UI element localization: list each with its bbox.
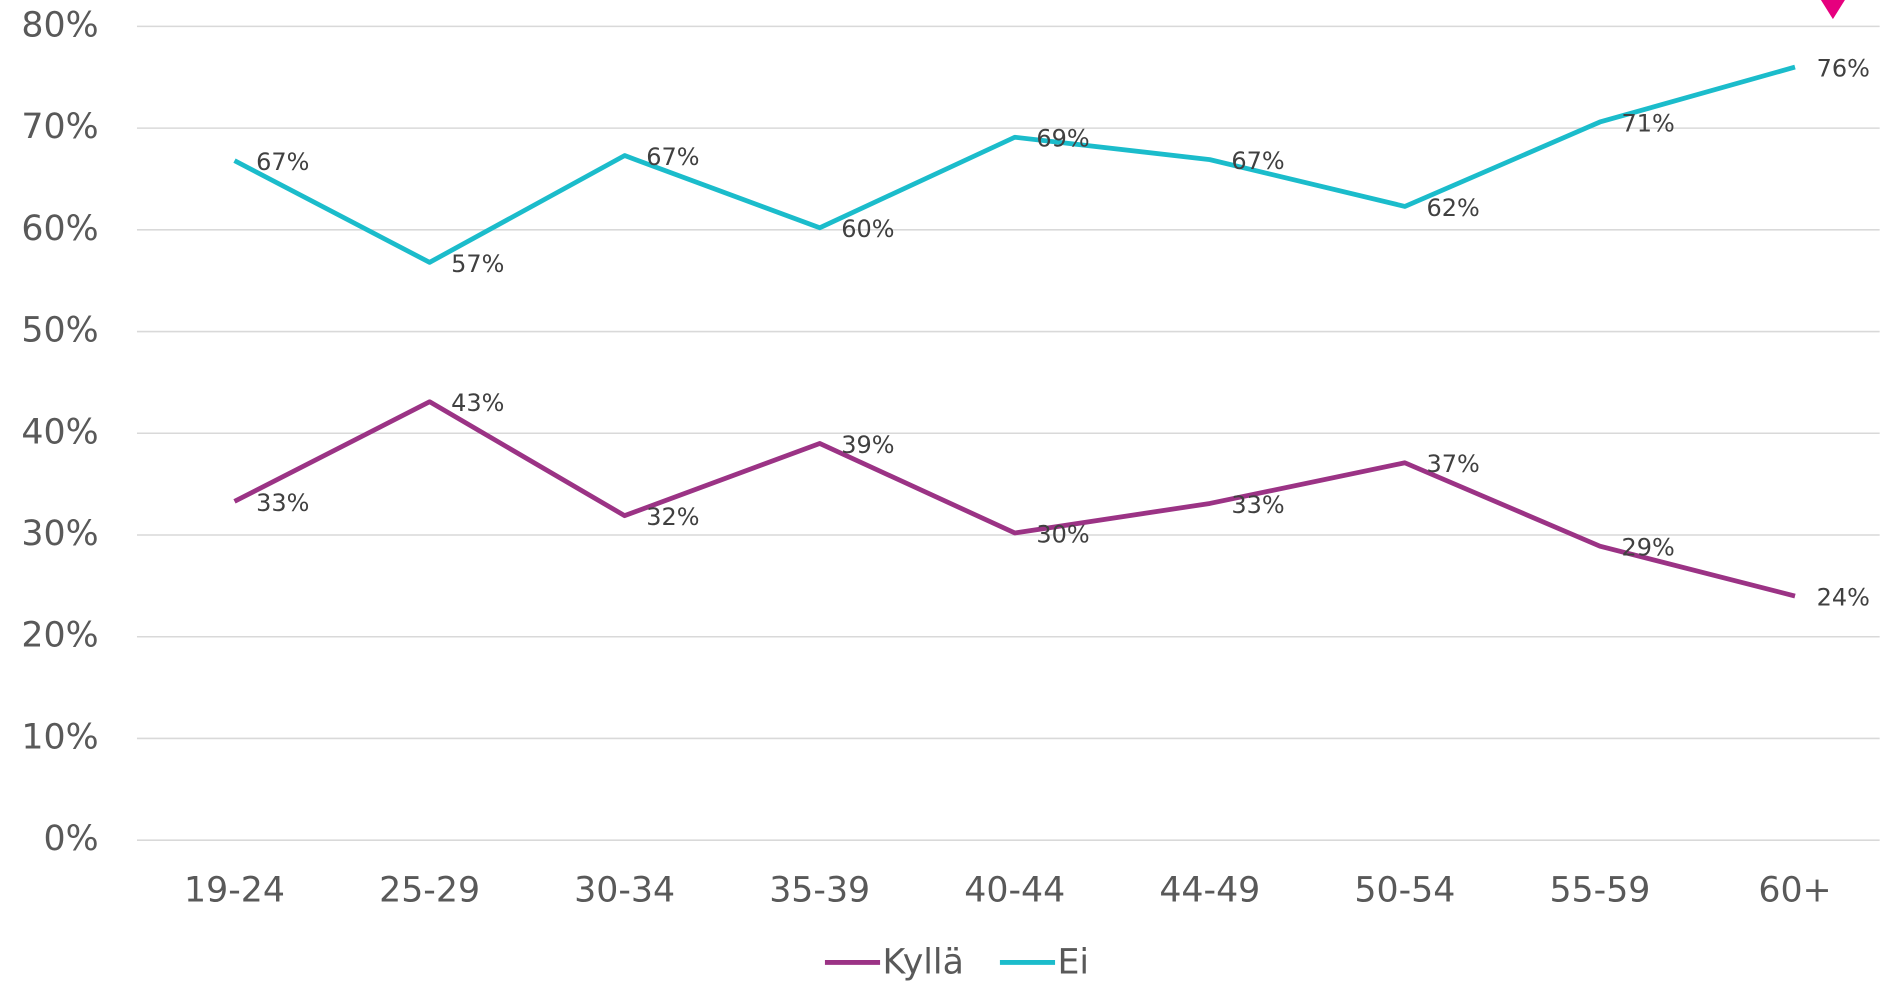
y-tick-label: 20% bbox=[21, 616, 98, 656]
labels: 0% 10% 20% 30% 40% 50% 60% 70% 80% 19-24 25-29 30-3… bbox=[21, 5, 1869, 982]
y-tick-label: 30% bbox=[21, 514, 98, 554]
data-label: 60% bbox=[841, 215, 894, 243]
data-label: 43% bbox=[451, 389, 504, 417]
y-tick-label: 40% bbox=[21, 412, 98, 452]
data-label: 29% bbox=[1622, 534, 1675, 562]
data-label: 30% bbox=[1036, 520, 1089, 548]
legend-label: Kyllä bbox=[882, 943, 963, 983]
x-tick-label: 55-59 bbox=[1549, 871, 1650, 911]
data-label: 62% bbox=[1426, 194, 1479, 222]
data-label: 69% bbox=[1036, 125, 1089, 153]
series-line bbox=[233, 399, 1796, 599]
x-tick-label: 25-29 bbox=[379, 871, 480, 911]
x-tick-label: 35-39 bbox=[769, 871, 870, 911]
series-line bbox=[233, 64, 1796, 265]
x-tick-label: 50-54 bbox=[1354, 871, 1455, 911]
data-label: 67% bbox=[256, 148, 309, 176]
marker-icon bbox=[1820, 0, 1845, 20]
data-label: 39% bbox=[841, 431, 894, 459]
x-tick-label: 40-44 bbox=[964, 871, 1065, 911]
data-label: 33% bbox=[1231, 491, 1284, 519]
y-tick-label: 0% bbox=[43, 819, 98, 859]
legend-label: Ei bbox=[1057, 943, 1089, 983]
lines bbox=[233, 64, 1796, 599]
x-tick-label: 44-49 bbox=[1159, 871, 1260, 911]
y-tick-label: 70% bbox=[21, 107, 98, 147]
grid bbox=[136, 25, 1880, 841]
x-tick-label: 30-34 bbox=[574, 871, 675, 911]
data-label: 33% bbox=[256, 489, 309, 517]
x-tick-label: 19-24 bbox=[184, 871, 285, 911]
y-tick-label: 80% bbox=[21, 5, 98, 45]
data-label: 76% bbox=[1817, 54, 1870, 82]
data-label: 32% bbox=[646, 503, 699, 531]
data-label: 24% bbox=[1817, 583, 1870, 611]
y-tick-label: 50% bbox=[21, 311, 98, 351]
data-label: 57% bbox=[451, 250, 504, 278]
x-tick-label: 60+ bbox=[1758, 871, 1831, 911]
data-label: 67% bbox=[1231, 147, 1284, 175]
y-tick-label: 60% bbox=[21, 209, 98, 249]
y-tick-label: 10% bbox=[21, 717, 98, 757]
data-label: 71% bbox=[1622, 109, 1675, 137]
data-label: 67% bbox=[646, 143, 699, 171]
data-label: 37% bbox=[1426, 450, 1479, 478]
